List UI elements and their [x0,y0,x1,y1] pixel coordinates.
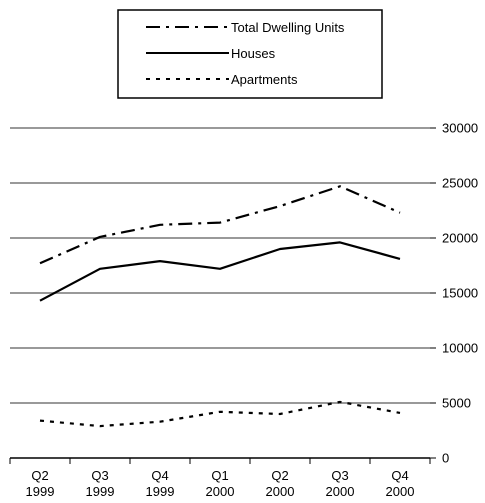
y-tick-label: 5000 [442,396,471,411]
x-tick-label: Q1 2000 [206,468,235,499]
y-tick-labels: 0 5000 10000 15000 20000 25000 30000 [442,121,478,466]
legend-label-total-dwelling-units: Total Dwelling Units [231,20,345,35]
series-lines [39,185,401,428]
x-tick-label: Q2 2000 [266,468,295,499]
legend-label-apartments: Apartments [231,72,298,87]
series-line-houses [39,241,401,302]
series-line-total-dwelling-units [39,185,401,265]
legend: Total Dwelling Units Houses Apartments [117,9,383,99]
y-tick-label: 10000 [442,341,478,356]
series-line-apartments [39,400,401,428]
y-tick-label: 20000 [442,231,478,246]
axes [9,127,436,464]
x-tick-label: Q4 1999 [146,468,175,499]
y-tick-label: 0 [442,451,449,466]
x-tick-label: Q4 2000 [386,468,415,499]
legend-label-houses: Houses [231,46,276,61]
y-tick-label: 25000 [442,176,478,191]
x-tick-label: Q3 2000 [326,468,355,499]
gridlines [10,127,430,404]
y-tick-label: 15000 [442,286,478,301]
x-tick-labels: Q2 1999 Q3 1999 Q4 1999 Q1 2000 Q2 2000 Q3 2000 Q4 20… [26,468,415,499]
y-tick-label: 30000 [442,121,478,136]
x-tick-label: Q3 1999 [86,468,115,499]
x-tick-label: Q2 1999 [26,468,55,499]
